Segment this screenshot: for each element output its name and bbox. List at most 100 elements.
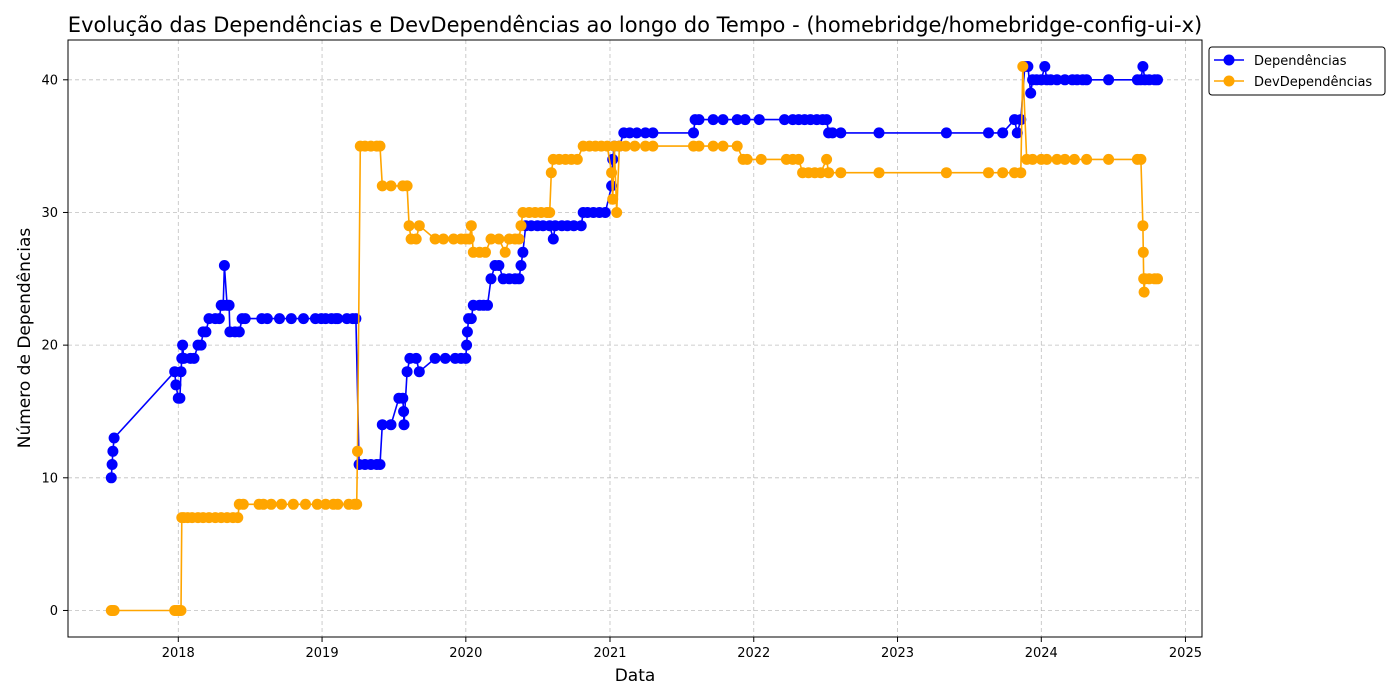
data-point-dependencias — [107, 445, 119, 457]
data-point-dependencias — [493, 260, 505, 271]
data-point-dependencias — [827, 127, 838, 139]
data-point-dependencias — [717, 114, 729, 126]
data-point-dependencias — [385, 419, 397, 431]
data-point-devdependencias — [731, 140, 743, 152]
data-point-devdependencias — [276, 498, 287, 510]
data-point-dependencias — [693, 114, 705, 126]
data-point-dependencias — [547, 233, 559, 245]
data-point-devdependencias — [410, 233, 422, 245]
data-point-devdependencias — [983, 167, 994, 179]
data-point-dependencias — [1025, 87, 1037, 99]
data-point-devdependencias — [311, 498, 323, 510]
data-point-dependencias — [413, 366, 425, 378]
data-point-devdependencias — [493, 233, 505, 245]
data-point-devdependencias — [571, 153, 583, 165]
data-point-dependencias — [398, 419, 410, 431]
data-point-devdependencias — [1103, 153, 1115, 165]
data-point-devdependencias — [1137, 220, 1149, 232]
x-axis-label: Data — [615, 666, 656, 686]
data-point-dependencias — [515, 260, 527, 271]
data-point-dependencias — [599, 207, 611, 218]
data-point-dependencias — [401, 366, 413, 378]
legend-marker-devdependencias — [1223, 75, 1235, 87]
data-point-devdependencias — [480, 246, 491, 258]
data-point-devdependencias — [108, 605, 120, 616]
chart-title: Evolução das Dependências e DevDependênc… — [68, 13, 1202, 37]
legend-marker-dependencias — [1223, 54, 1235, 66]
x-tick-label: 2021 — [593, 646, 626, 661]
data-point-devdependencias — [821, 153, 833, 165]
data-point-devdependencias — [1051, 153, 1063, 165]
data-point-dependencias — [261, 313, 273, 325]
data-point-dependencias — [983, 127, 994, 139]
data-point-devdependencias — [320, 498, 332, 510]
data-point-dependencias — [106, 459, 118, 470]
data-point-devdependencias — [376, 180, 388, 192]
data-point-devdependencias — [403, 220, 415, 232]
data-point-devdependencias — [940, 167, 952, 179]
data-point-dependencias — [647, 127, 659, 139]
data-point-devdependencias — [232, 512, 244, 524]
data-point-devdependencias — [620, 140, 632, 152]
data-point-devdependencias — [1041, 153, 1053, 165]
data-point-dependencias — [997, 127, 1009, 139]
data-point-devdependencias — [257, 498, 269, 510]
data-point-dependencias — [1011, 127, 1023, 139]
data-point-dependencias — [873, 127, 885, 139]
data-point-dependencias — [223, 299, 235, 311]
data-point-devdependencias — [873, 167, 885, 179]
data-point-devdependencias — [175, 605, 187, 616]
data-point-dependencias — [239, 313, 251, 325]
data-point-devdependencias — [1081, 153, 1093, 165]
data-point-dependencias — [410, 352, 422, 364]
data-point-dependencias — [274, 313, 285, 325]
data-point-devdependencias — [515, 220, 527, 232]
data-point-devdependencias — [629, 140, 641, 152]
data-point-devdependencias — [1137, 246, 1149, 258]
data-point-dependencias — [1103, 74, 1115, 86]
data-point-dependencias — [233, 326, 245, 338]
data-point-devdependencias — [1015, 167, 1027, 179]
x-tick-label: 2018 — [162, 646, 195, 661]
data-point-dependencias — [188, 352, 200, 364]
data-point-devdependencias — [237, 498, 249, 510]
data-point-devdependencias — [647, 140, 659, 152]
data-point-devdependencias — [499, 246, 511, 258]
plot-frame — [67, 39, 1203, 638]
data-point-dependencias — [1081, 74, 1093, 86]
data-point-dependencias — [397, 392, 409, 404]
data-point-devdependencias — [437, 233, 449, 245]
tick-layer: 2018 2019 2020 2021 2022 2023 2024 2025 0 10 20 30 4… — [41, 73, 1202, 661]
data-point-dependencias — [200, 326, 212, 338]
data-point-devdependencias — [385, 180, 397, 192]
data-point-dependencias — [1051, 74, 1063, 86]
data-point-dependencias — [707, 114, 719, 126]
data-point-dependencias — [350, 313, 362, 325]
y-axis-label: Número de Dependências — [15, 228, 35, 449]
data-point-dependencias — [285, 313, 297, 325]
data-point-devdependencias — [1135, 153, 1147, 165]
x-tick-label: 2020 — [449, 646, 482, 661]
data-point-devdependencias — [606, 167, 618, 179]
data-point-devdependencias — [607, 193, 619, 205]
data-point-dependencias — [482, 299, 493, 311]
data-point-dependencias — [298, 313, 309, 325]
data-point-dependencias — [465, 313, 477, 325]
data-point-dependencias — [374, 459, 386, 470]
data-point-dependencias — [1137, 61, 1149, 72]
legend-label-dependencias: Dependências — [1254, 54, 1347, 69]
data-point-dependencias — [940, 127, 952, 139]
data-point-devdependencias — [401, 180, 413, 192]
data-point-dependencias — [731, 114, 743, 126]
data-point-devdependencias — [265, 498, 277, 510]
grid-layer — [68, 40, 1202, 637]
data-point-dependencias — [195, 339, 207, 351]
data-point-devdependencias — [1059, 153, 1071, 165]
data-point-dependencias — [175, 366, 187, 378]
data-point-dependencias — [835, 127, 847, 139]
data-point-dependencias — [753, 114, 765, 126]
data-point-dependencias — [575, 220, 587, 232]
y-tick-label: 40 — [41, 73, 58, 88]
